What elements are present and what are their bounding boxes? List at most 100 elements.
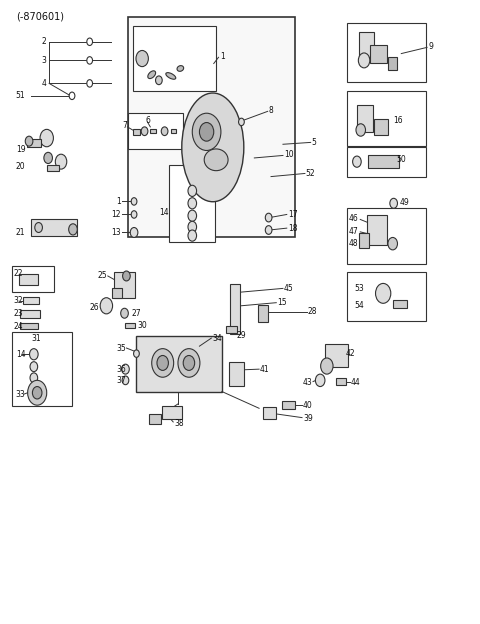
Circle shape: [321, 358, 333, 374]
Ellipse shape: [177, 66, 184, 71]
Circle shape: [375, 283, 391, 303]
Text: 37: 37: [117, 376, 127, 385]
Bar: [132, 26, 216, 92]
Circle shape: [359, 53, 370, 68]
Text: 26: 26: [89, 303, 99, 312]
Text: 25: 25: [98, 271, 108, 280]
Bar: [336, 378, 346, 385]
Circle shape: [40, 129, 53, 147]
Text: 32: 32: [13, 296, 23, 305]
Text: 19: 19: [16, 145, 25, 154]
Bar: [360, 233, 369, 248]
Ellipse shape: [166, 72, 176, 79]
Circle shape: [55, 154, 67, 169]
Text: 10: 10: [284, 150, 294, 159]
Circle shape: [161, 127, 168, 135]
Bar: [357, 104, 373, 132]
Bar: [136, 336, 222, 391]
Text: 8: 8: [269, 105, 274, 115]
Text: 52: 52: [306, 169, 315, 178]
Circle shape: [87, 80, 93, 87]
Circle shape: [122, 376, 129, 384]
Bar: [373, 119, 388, 135]
Bar: [348, 91, 426, 145]
Circle shape: [100, 298, 113, 314]
Bar: [226, 326, 237, 333]
Bar: [228, 363, 244, 386]
Text: 44: 44: [351, 378, 360, 388]
Text: 6: 6: [145, 116, 150, 125]
Text: 16: 16: [393, 116, 402, 125]
Circle shape: [157, 356, 168, 371]
Circle shape: [69, 224, 77, 235]
Text: 14: 14: [16, 349, 25, 359]
Circle shape: [188, 185, 197, 197]
Text: 34: 34: [212, 334, 222, 343]
Bar: [125, 323, 135, 328]
Bar: [230, 284, 240, 334]
Circle shape: [44, 152, 52, 163]
Circle shape: [192, 113, 221, 150]
Circle shape: [122, 271, 130, 281]
Circle shape: [120, 308, 128, 318]
Text: 47: 47: [349, 227, 359, 236]
Text: 50: 50: [396, 155, 406, 164]
Circle shape: [25, 136, 33, 146]
Circle shape: [188, 198, 197, 209]
Text: 35: 35: [117, 344, 127, 353]
Bar: [264, 407, 276, 419]
Bar: [258, 305, 268, 322]
Text: 49: 49: [400, 198, 409, 207]
Circle shape: [390, 198, 397, 208]
Text: 39: 39: [303, 414, 313, 423]
Circle shape: [178, 349, 200, 378]
Bar: [368, 155, 399, 168]
Bar: [348, 147, 426, 177]
Circle shape: [156, 76, 162, 85]
Bar: [12, 266, 54, 292]
Bar: [149, 414, 161, 424]
Text: 53: 53: [355, 284, 364, 293]
Bar: [128, 17, 295, 238]
Bar: [348, 271, 426, 321]
Text: 41: 41: [260, 364, 270, 374]
Text: 20: 20: [16, 162, 25, 171]
Circle shape: [87, 57, 93, 64]
Bar: [282, 401, 295, 409]
Text: 15: 15: [277, 298, 287, 307]
Text: 12: 12: [111, 210, 120, 219]
Text: 27: 27: [131, 309, 141, 318]
Circle shape: [136, 51, 148, 67]
Circle shape: [353, 156, 361, 167]
Text: 5: 5: [312, 138, 316, 147]
Bar: [27, 139, 40, 147]
Circle shape: [152, 349, 174, 378]
Bar: [20, 323, 37, 329]
Text: 18: 18: [288, 223, 297, 233]
Bar: [112, 288, 121, 298]
Text: 48: 48: [349, 239, 359, 248]
Circle shape: [130, 228, 138, 238]
Text: 43: 43: [303, 378, 312, 388]
Bar: [325, 344, 348, 368]
Text: 42: 42: [346, 348, 356, 358]
Text: 33: 33: [16, 389, 25, 399]
Circle shape: [199, 122, 214, 141]
Bar: [128, 113, 183, 149]
Circle shape: [69, 92, 75, 100]
Bar: [47, 165, 59, 171]
Bar: [348, 208, 426, 263]
Text: 17: 17: [288, 210, 297, 219]
Bar: [169, 165, 215, 242]
Text: 40: 40: [303, 401, 313, 410]
Text: 23: 23: [13, 310, 23, 318]
Circle shape: [188, 210, 197, 222]
Bar: [162, 406, 182, 419]
Bar: [115, 272, 134, 298]
Text: 21: 21: [16, 228, 25, 237]
Text: 29: 29: [236, 331, 246, 340]
Circle shape: [388, 238, 397, 250]
Text: 3: 3: [42, 56, 47, 65]
Circle shape: [183, 356, 195, 371]
Circle shape: [30, 373, 37, 383]
